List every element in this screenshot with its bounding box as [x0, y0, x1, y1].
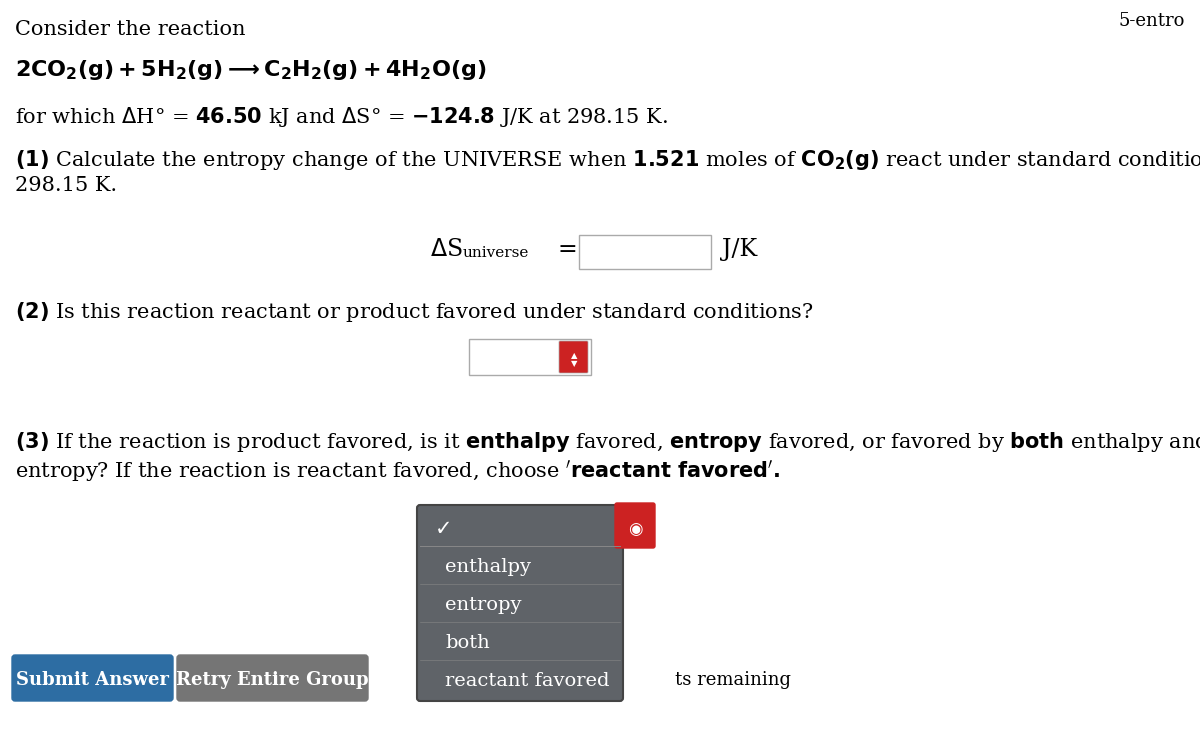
Text: $\Delta$S: $\Delta$S: [430, 238, 463, 261]
Text: enthalpy: enthalpy: [445, 558, 530, 576]
Text: $\mathbf{(1)}$ Calculate the entropy change of the UNIVERSE when $\mathbf{1.521}: $\mathbf{(1)}$ Calculate the entropy cha…: [14, 148, 1200, 172]
Text: ▼: ▼: [571, 359, 577, 368]
FancyBboxPatch shape: [580, 235, 710, 269]
Text: =: =: [558, 238, 577, 261]
Text: $\mathbf{(3)}$ If the reaction is product favored, is it $\mathbf{enthalpy}$ fav: $\mathbf{(3)}$ If the reaction is produc…: [14, 430, 1200, 454]
FancyBboxPatch shape: [12, 655, 173, 701]
Text: $\mathbf{2CO_2(g) + 5H_2(g){\longrightarrow}C_2H_2(g) + 4H_2O(g)}$: $\mathbf{2CO_2(g) + 5H_2(g){\longrightar…: [14, 58, 486, 82]
Text: Retry Entire Group: Retry Entire Group: [176, 671, 368, 689]
FancyBboxPatch shape: [616, 503, 655, 548]
Text: ▲: ▲: [571, 351, 577, 361]
Text: ts remaining: ts remaining: [674, 671, 791, 689]
Text: entropy? If the reaction is reactant favored, choose $\mathbf{'reactant\ favored: entropy? If the reaction is reactant fav…: [14, 458, 780, 484]
Text: ✓: ✓: [436, 519, 452, 539]
FancyBboxPatch shape: [469, 339, 592, 375]
Text: both: both: [445, 634, 490, 652]
Text: for which $\Delta$H° = $\mathbf{46.50}$ kJ and $\Delta$S° = $\mathbf{-124.8}$ J/: for which $\Delta$H° = $\mathbf{46.50}$ …: [14, 105, 668, 129]
Text: Consider the reaction: Consider the reaction: [14, 20, 246, 39]
FancyBboxPatch shape: [559, 341, 588, 373]
Text: Submit Answer: Submit Answer: [16, 671, 169, 689]
Text: entropy: entropy: [445, 596, 522, 614]
Text: $\mathbf{(2)}$ Is this reaction reactant or product favored under standard condi: $\mathbf{(2)}$ Is this reaction reactant…: [14, 300, 814, 324]
Text: reactant favored: reactant favored: [445, 672, 610, 690]
Text: 298.15 K.: 298.15 K.: [14, 176, 118, 195]
FancyBboxPatch shape: [178, 655, 368, 701]
FancyBboxPatch shape: [418, 505, 623, 701]
Text: ◉: ◉: [628, 520, 642, 538]
Text: 5-entro: 5-entro: [1118, 12, 1186, 30]
Text: universe: universe: [463, 246, 529, 260]
Text: J/K: J/K: [722, 238, 757, 261]
